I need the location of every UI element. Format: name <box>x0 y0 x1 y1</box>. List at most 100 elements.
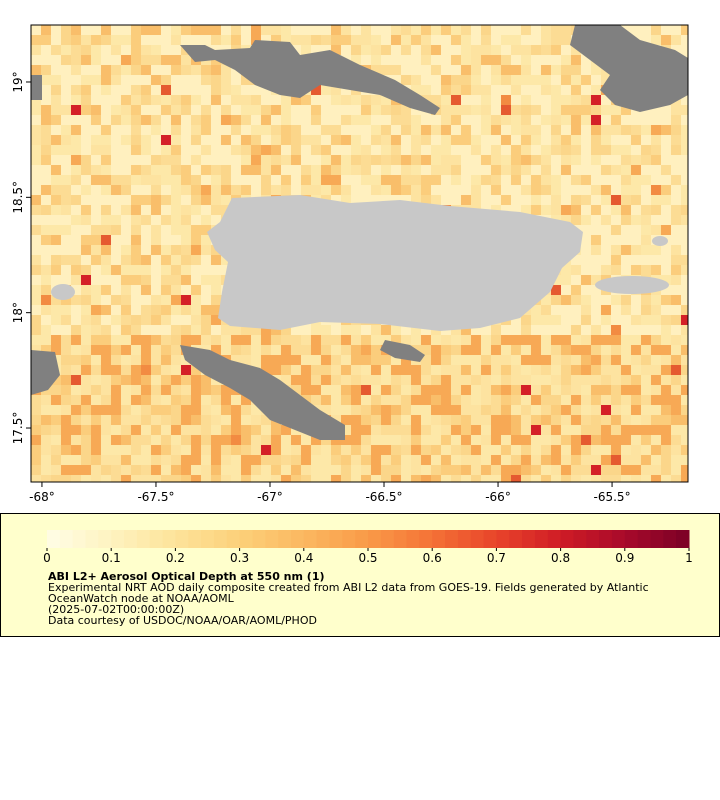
aod-pixel <box>411 115 421 125</box>
aod-pixel <box>131 35 141 45</box>
aod-pixel <box>631 255 641 265</box>
aod-pixel <box>171 435 181 445</box>
aod-pixel <box>501 45 511 55</box>
aod-pixel <box>321 45 331 55</box>
aod-pixel <box>631 195 641 205</box>
aod-pixel <box>101 235 111 245</box>
aod-pixel <box>401 435 411 445</box>
aod-pixel <box>91 435 101 445</box>
aod-pixel <box>201 415 211 425</box>
aod-pixel <box>471 455 481 465</box>
aod-pixel <box>281 455 291 465</box>
aod-pixel <box>681 455 688 465</box>
aod-pixel <box>101 195 111 205</box>
aod-pixel <box>631 115 641 125</box>
aod-pixel <box>471 115 481 125</box>
aod-pixel <box>131 165 141 175</box>
aod-pixel <box>141 295 151 305</box>
aod-pixel <box>391 135 401 145</box>
aod-pixel <box>521 185 531 195</box>
aod-pixel <box>301 105 311 115</box>
aod-pixel <box>181 165 191 175</box>
aod-pixel <box>511 395 521 405</box>
aod-pixel <box>321 385 331 395</box>
aod-pixel <box>481 195 491 205</box>
aod-pixel <box>131 365 141 375</box>
aod-pixel <box>81 415 91 425</box>
aod-pixel <box>451 35 461 45</box>
aod-pixel <box>421 445 431 455</box>
aod-pixel <box>101 345 111 355</box>
aod-pixel <box>541 85 551 95</box>
aod-pixel <box>201 275 211 285</box>
aod-pixel <box>531 195 541 205</box>
aod-pixel <box>151 165 161 175</box>
aod-pixel <box>491 365 501 375</box>
aod-pixel <box>251 125 261 135</box>
aod-pixel <box>661 175 671 185</box>
aod-pixel <box>71 195 81 205</box>
aod-pixel <box>51 325 61 335</box>
aod-pixel <box>631 325 641 335</box>
aod-pixel <box>511 135 521 145</box>
aod-pixel <box>601 225 611 235</box>
aod-pixel <box>371 415 381 425</box>
aod-pixel <box>631 185 641 195</box>
aod-pixel <box>231 165 241 175</box>
aod-pixel <box>191 475 201 482</box>
aod-pixel <box>591 195 601 205</box>
aod-pixel <box>601 185 611 195</box>
aod-pixel <box>131 405 141 415</box>
aod-pixel <box>131 145 141 155</box>
aod-pixel <box>121 455 131 465</box>
aod-pixel <box>81 245 91 255</box>
aod-pixel <box>441 55 451 65</box>
aod-pixel <box>391 25 401 35</box>
aod-pixel <box>351 465 361 475</box>
aod-pixel <box>521 135 531 145</box>
aod-pixel <box>121 335 131 345</box>
aod-pixel <box>581 65 591 75</box>
aod-pixel <box>501 365 511 375</box>
aod-pixel <box>211 445 221 455</box>
aod-pixel <box>661 195 671 205</box>
aod-pixel <box>541 375 551 385</box>
aod-pixel <box>491 135 501 145</box>
aod-pixel <box>501 405 511 415</box>
aod-pixel <box>471 405 481 415</box>
aod-pixel <box>71 355 81 365</box>
aod-pixel <box>31 465 41 475</box>
aod-pixel <box>651 185 661 195</box>
aod-pixel <box>641 475 651 482</box>
aod-pixel <box>581 275 591 285</box>
aod-pixel <box>431 55 441 65</box>
aod-pixel <box>501 25 511 35</box>
aod-pixel <box>511 195 521 205</box>
aod-pixel <box>171 25 181 35</box>
aod-pixel <box>161 375 171 385</box>
colorbar-step <box>226 530 241 548</box>
aod-pixel <box>131 75 141 85</box>
aod-pixel <box>501 55 511 65</box>
aod-pixel <box>181 475 191 482</box>
aod-pixel <box>581 135 591 145</box>
aod-pixel <box>41 125 51 135</box>
aod-pixel <box>161 65 171 75</box>
aod-pixel <box>231 185 241 195</box>
aod-pixel <box>511 475 521 482</box>
aod-pixel <box>651 385 661 395</box>
aod-pixel <box>651 35 661 45</box>
aod-pixel <box>601 415 611 425</box>
aod-pixel <box>581 415 591 425</box>
aod-pixel <box>391 475 401 482</box>
aod-pixel <box>421 325 431 335</box>
aod-pixel <box>471 365 481 375</box>
aod-pixel <box>451 115 461 125</box>
aod-pixel <box>381 335 391 345</box>
aod-pixel <box>351 55 361 65</box>
aod-pixel <box>511 35 521 45</box>
aod-pixel <box>671 135 681 145</box>
aod-pixel <box>71 135 81 145</box>
aod-pixel <box>301 155 311 165</box>
aod-pixel <box>611 455 621 465</box>
